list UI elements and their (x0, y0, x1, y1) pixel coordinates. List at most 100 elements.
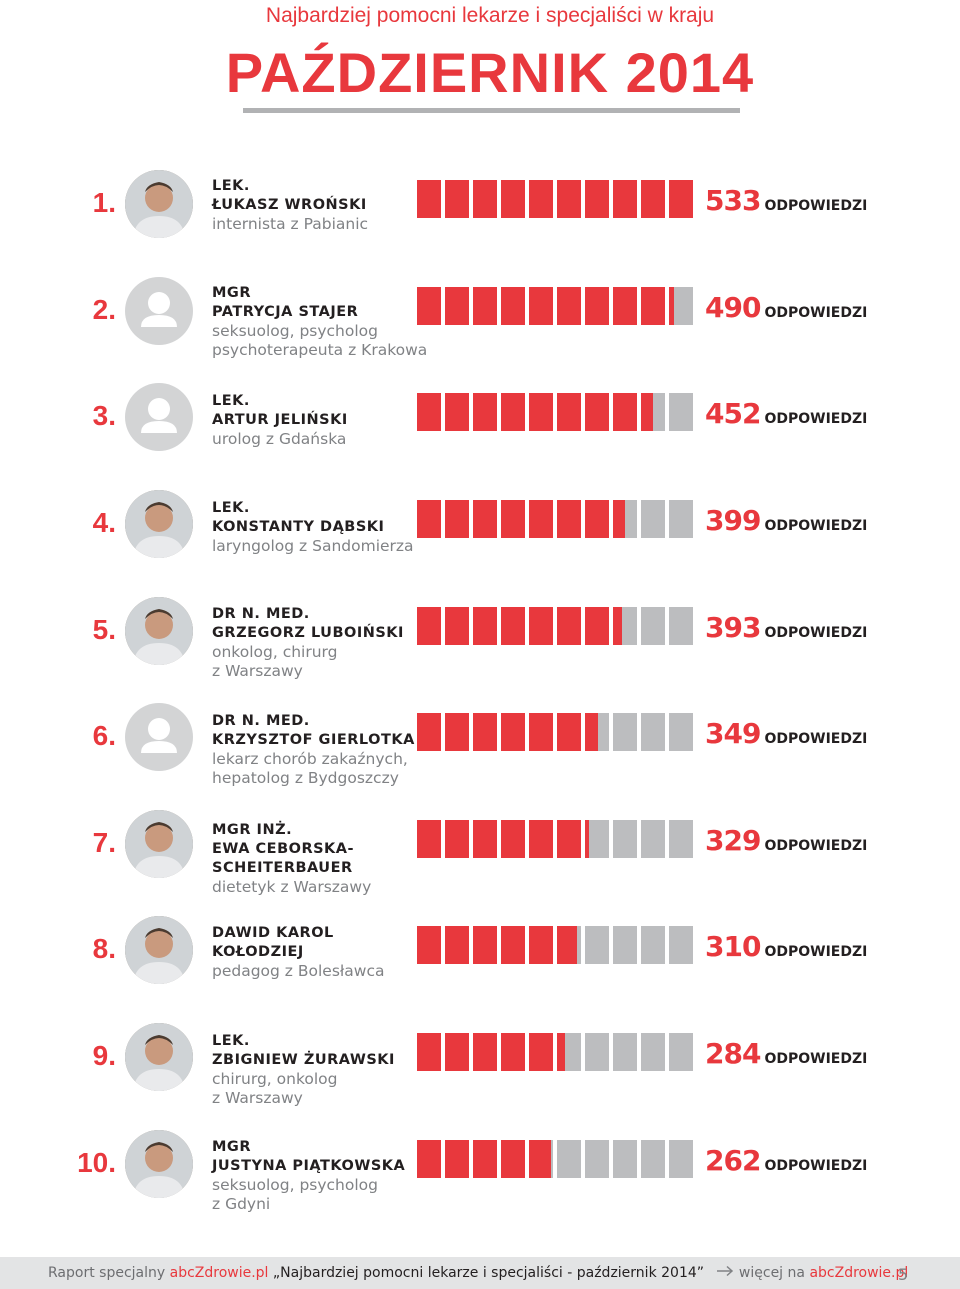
bar-segment-fill (501, 1140, 525, 1178)
doctor-degree: DR N. MED. (212, 606, 310, 622)
page-number: 5 (898, 1265, 909, 1284)
rank-number: 7. (92, 827, 116, 858)
answers-number: 393 (705, 611, 761, 644)
bar-segment (641, 180, 665, 218)
bar-segment-fill (417, 500, 441, 538)
bar-segment (641, 607, 665, 645)
bar-segment-fill (529, 820, 553, 858)
bar-segment (501, 607, 525, 645)
doctor-degree: LEK. (212, 500, 250, 516)
doctor-name: ŁUKASZ WROŃSKI (212, 197, 367, 213)
bar-segment-fill (613, 607, 622, 645)
answers-bar (417, 713, 696, 751)
bar-segment (529, 180, 553, 218)
doctor-info: DAWID KAROL KOŁODZIEJ pedagog z Bolesławc… (212, 924, 442, 981)
bar-segment (445, 607, 469, 645)
bar-segment (641, 820, 665, 858)
doctor-specialty: z Warszawy (212, 1089, 303, 1107)
answers-count: 393 ODPOWIEDZI (705, 611, 955, 644)
bar-segment (669, 287, 693, 325)
bar-segment-fill (445, 607, 469, 645)
bar-segment (613, 500, 637, 538)
bar-segment (417, 607, 441, 645)
answers-count: 533 ODPOWIEDZI (705, 184, 955, 217)
bar-segment (669, 1140, 693, 1178)
bar-segment (445, 393, 469, 431)
bar-segment (669, 1033, 693, 1071)
doctor-info: LEK. KONSTANTY DĄBSKI laryngolog z Sandomi… (212, 499, 442, 556)
bar-segment-fill (557, 393, 581, 431)
bar-segment-fill (473, 287, 497, 325)
title-underline (243, 108, 740, 113)
bar-segment (613, 607, 637, 645)
bar-segment (501, 393, 525, 431)
answers-unit-label: ODPOWIEDZI (764, 1051, 868, 1067)
doctor-photo (125, 170, 193, 238)
avatar-placeholder-icon (125, 277, 193, 345)
doctor-specialty: hepatolog z Bydgoszczy (212, 769, 399, 787)
footer-text: Raport specjalny abcZdrowie.pl „Najbardz… (48, 1265, 908, 1281)
bar-segment-fill (473, 713, 497, 751)
doctor-info: LEK. ZBIGNIEW ŻURAWSKI chirurg, onkolog z W… (212, 1032, 442, 1108)
bar-segment (613, 1033, 637, 1071)
rank-number: 4. (92, 507, 116, 538)
bar-segment-fill (473, 180, 497, 218)
footer-report-title: „Najbardziej pomocni lekarze i specjaliś… (268, 1265, 705, 1281)
doctor-degree: MGR INŻ. (212, 822, 293, 838)
doctor-specialty: internista z Pabianic (212, 215, 369, 233)
doctor-degree: MGR (212, 285, 251, 301)
bar-segment (557, 607, 581, 645)
answers-count: 490 ODPOWIEDZI (705, 291, 955, 324)
bar-segment-fill (529, 500, 553, 538)
doctor-info: DR N. MED. KRZYSZTOF GIERLOTKA lekarz chor… (212, 712, 442, 788)
bar-segment (445, 500, 469, 538)
answers-count: 399 ODPOWIEDZI (705, 504, 955, 537)
doctor-specialty: urolog z Gdańska (212, 430, 347, 448)
bar-segment-fill (613, 500, 625, 538)
bar-segment (613, 287, 637, 325)
answers-count: 284 ODPOWIEDZI (705, 1037, 955, 1070)
bar-segment (641, 287, 665, 325)
bar-segment (585, 820, 609, 858)
ranking-row: 1. LEK. ŁUKASZ WROŃSKI internista z Pabiani… (0, 170, 960, 270)
bar-segment-fill (585, 607, 609, 645)
doctor-specialty: z Warszawy (212, 662, 303, 680)
answers-unit-label: ODPOWIEDZI (764, 625, 868, 641)
answers-unit-label: ODPOWIEDZI (764, 411, 868, 427)
bar-segment (557, 926, 581, 964)
footer-brand-link[interactable]: abcZdrowie.pl (169, 1265, 269, 1281)
footer-more-link[interactable]: abcZdrowie.pl (809, 1265, 909, 1281)
footer-prefix: Raport specjalny (48, 1265, 170, 1281)
bar-segment (613, 393, 637, 431)
doctor-photo (125, 916, 193, 984)
bar-segment-fill (417, 1033, 441, 1071)
rank-number: 8. (92, 933, 116, 964)
bar-segment (445, 820, 469, 858)
bar-segment (501, 820, 525, 858)
bar-segment (501, 1033, 525, 1071)
doctor-specialty: laryngolog z Sandomierza (212, 537, 414, 555)
bar-segment-fill (445, 926, 469, 964)
bar-segment (585, 607, 609, 645)
bar-segment (641, 713, 665, 751)
bar-segment (557, 287, 581, 325)
answers-unit-label: ODPOWIEDZI (764, 518, 868, 534)
bar-segment-fill (501, 607, 525, 645)
bar-segment (473, 393, 497, 431)
answers-bar (417, 180, 696, 218)
bar-segment (417, 820, 441, 858)
footer-more-label: więcej na (734, 1265, 810, 1281)
avatar-placeholder-icon (125, 383, 193, 451)
bar-segment-fill (529, 180, 553, 218)
avatar-placeholder-icon (125, 703, 193, 771)
rank-number: 5. (92, 614, 116, 645)
bar-segment-fill (473, 1140, 497, 1178)
bar-segment (669, 713, 693, 751)
bar-segment (529, 287, 553, 325)
bar-segment-fill (473, 393, 497, 431)
doctor-specialty: lekarz chorób zakaźnych, (212, 750, 408, 768)
bar-segment (557, 393, 581, 431)
bar-segment-fill (613, 287, 637, 325)
bar-segment (501, 180, 525, 218)
bar-segment-fill (529, 1140, 551, 1178)
